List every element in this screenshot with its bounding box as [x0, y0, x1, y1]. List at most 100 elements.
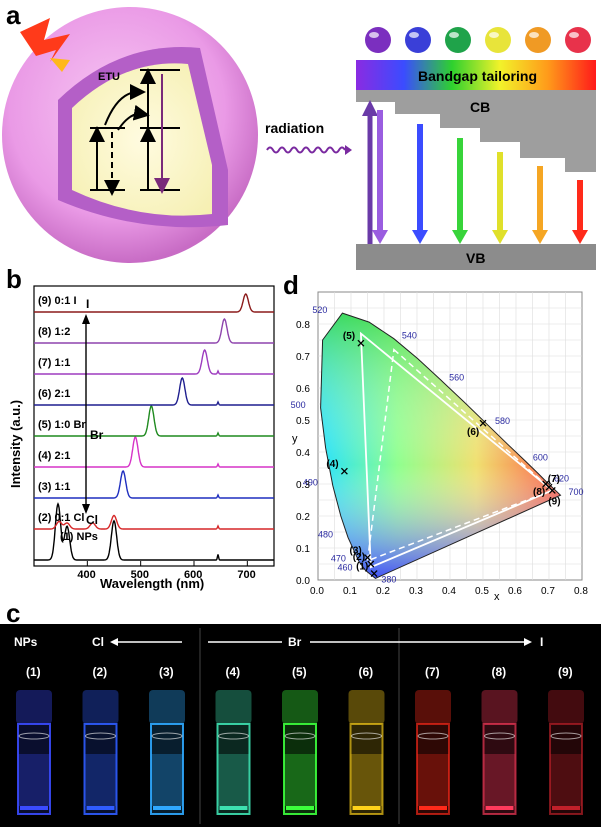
- vial-meniscus: [550, 732, 582, 740]
- spectrum-label: (1) NPs: [60, 531, 98, 543]
- vial-solution: [550, 754, 582, 806]
- vial-glow-bottom: [552, 806, 580, 810]
- spectra-y-axis-label: Intensity (a.u.): [8, 400, 23, 488]
- gamut-triangle-solid: [359, 331, 555, 569]
- panel-d-cie-diagram: 380460470480490500520540560580600620700 …: [291, 291, 588, 602]
- vial-cap: [481, 690, 518, 724]
- annotation-br: Br: [90, 428, 104, 442]
- spectrum-line: [34, 349, 274, 375]
- vial-number-label: (5): [292, 665, 307, 679]
- cie-point-label: (1): [356, 562, 368, 573]
- vial-outline: [416, 723, 450, 815]
- bandgap-rainbow-bar: [356, 60, 596, 90]
- vial-outline: [17, 723, 51, 815]
- color-sphere: [405, 27, 431, 53]
- vial: [149, 690, 185, 815]
- vial-number-label: (9): [558, 665, 573, 679]
- excitation-lightning-icon: [20, 18, 70, 62]
- vial-number-label: (2): [93, 665, 108, 679]
- vial-meniscus: [85, 732, 116, 740]
- spectrum-line: [34, 404, 274, 437]
- vial-cap: [16, 690, 52, 724]
- vial-row: (1) (2) (3) (4) (5) (6) (7) (8) (9): [16, 665, 584, 815]
- vial-number-label: (4): [226, 665, 241, 679]
- spectrum-label: (7) 1:1: [38, 357, 70, 369]
- gamut-triangle-dashed: [366, 348, 554, 562]
- cie-point-label: (3): [350, 546, 362, 557]
- vial-glow-bottom: [153, 806, 181, 810]
- cie-point-marker: [479, 419, 487, 427]
- cie-point-label: (8): [533, 487, 545, 498]
- vial-meniscus: [417, 732, 449, 740]
- x-tick-label: 0.2: [376, 586, 390, 597]
- spectrum-label: (2) 0:1 Cl: [38, 512, 84, 524]
- vial-outline: [150, 723, 184, 815]
- vial-number-label: (8): [492, 665, 507, 679]
- y-tick-label: 0.0: [296, 576, 310, 587]
- vial-glow-bottom: [419, 806, 447, 810]
- gamut-triangles: [359, 331, 555, 569]
- cie-point-marker: [357, 339, 365, 347]
- y-tick-label: 0.8: [296, 320, 310, 331]
- cie-y-axis-label: y: [292, 433, 298, 445]
- cie-point-marker: [364, 554, 371, 562]
- x-tick-label: 600: [184, 569, 202, 581]
- x-tick-label: 400: [77, 569, 95, 581]
- sphere-highlight: [409, 32, 419, 38]
- cie-point-label: (7): [548, 474, 560, 485]
- vial-outline: [83, 723, 118, 815]
- photo-background: [0, 624, 601, 827]
- vial-cap: [149, 690, 185, 724]
- y-tick-label: 0.7: [296, 352, 310, 363]
- valence-band: [356, 244, 596, 270]
- vial: [16, 690, 52, 815]
- y-tick-label: 0.4: [296, 448, 310, 459]
- vb-label: VB: [466, 250, 485, 266]
- emission-arrows: [372, 110, 588, 244]
- spectrum-line: [34, 502, 274, 561]
- cie-point-marker: [548, 486, 556, 494]
- emission-arrowhead: [412, 230, 428, 244]
- spectrum-line: [34, 514, 274, 530]
- etu-label: ETU: [98, 71, 120, 83]
- cie-point-label: (6): [467, 427, 479, 438]
- x-tick-label: 0.8: [574, 586, 588, 597]
- y-tick-label: 0.3: [296, 480, 310, 491]
- cie-point-label: (5): [343, 331, 355, 342]
- spectrum-line: [34, 293, 274, 313]
- vial-number-label: (7): [425, 665, 440, 679]
- x-tick-label: 0.6: [508, 586, 522, 597]
- wavelength-label: 560: [449, 372, 464, 382]
- radiation-label: radiation: [265, 120, 324, 136]
- panel-label-c: c: [6, 598, 21, 628]
- panel-label-d: d: [283, 270, 299, 300]
- radiation-wave: [266, 146, 346, 154]
- spectrum-label: (8) 1:2: [38, 326, 70, 338]
- wavelength-label: 600: [533, 453, 548, 463]
- spectrum-label: (4) 2:1: [38, 450, 70, 462]
- vial-cap: [282, 690, 318, 724]
- wavelength-label: 470: [331, 553, 346, 563]
- spectra-x-axis-label: Wavelength (nm): [100, 576, 204, 591]
- panel-label-b: b: [6, 264, 22, 294]
- color-sphere-row: [365, 27, 591, 53]
- cie-point-label: (4): [326, 459, 338, 470]
- x-tick-label: 0.0: [310, 586, 324, 597]
- vial-cap: [415, 690, 451, 724]
- vial-glow-bottom: [352, 806, 381, 810]
- color-sphere: [445, 27, 471, 53]
- vial-glow-bottom: [485, 806, 514, 810]
- cie-x-axis-label: x: [494, 591, 500, 602]
- sphere-highlight: [369, 32, 379, 38]
- vial: [82, 690, 119, 815]
- spectrum-line: [34, 377, 274, 406]
- emission-arrowhead: [532, 230, 548, 244]
- vial-cap: [215, 690, 252, 724]
- wavelength-label: 620: [554, 473, 569, 483]
- wavelength-label: 520: [312, 305, 327, 315]
- vial-outline: [283, 723, 317, 815]
- vial-solution: [18, 754, 50, 806]
- spectrum-label: (9) 0:1 I: [38, 295, 77, 307]
- vial-meniscus: [484, 732, 515, 740]
- y-tick-label: 0.1: [296, 544, 310, 555]
